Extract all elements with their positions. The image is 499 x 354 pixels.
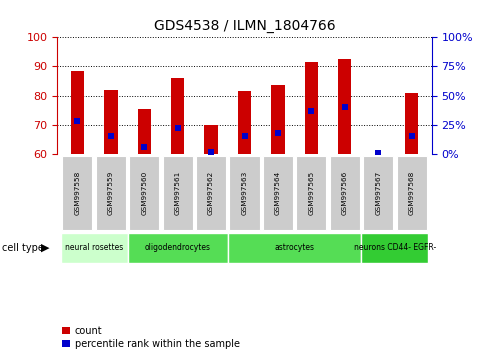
Text: ▶: ▶ xyxy=(40,243,49,253)
Bar xyxy=(163,155,193,230)
Point xyxy=(307,108,315,114)
Text: GSM997563: GSM997563 xyxy=(242,171,248,215)
Bar xyxy=(271,85,284,154)
Bar xyxy=(228,233,361,263)
Bar xyxy=(138,109,151,154)
Bar xyxy=(405,93,418,154)
Bar xyxy=(71,71,84,154)
Text: GSM997562: GSM997562 xyxy=(208,171,214,215)
Bar xyxy=(338,59,351,154)
Text: GSM997568: GSM997568 xyxy=(409,171,415,215)
Bar xyxy=(205,125,218,154)
Point xyxy=(374,150,382,156)
Bar xyxy=(196,155,226,230)
Text: GSM997561: GSM997561 xyxy=(175,171,181,215)
Bar xyxy=(263,155,293,230)
Point xyxy=(73,119,81,124)
Legend: count, percentile rank within the sample: count, percentile rank within the sample xyxy=(62,326,240,349)
Bar xyxy=(238,91,251,154)
Point xyxy=(408,133,416,139)
Bar xyxy=(171,78,184,154)
Text: GSM997566: GSM997566 xyxy=(342,171,348,215)
Text: GSM997559: GSM997559 xyxy=(108,171,114,215)
Text: GSM997560: GSM997560 xyxy=(141,171,147,215)
Point xyxy=(207,149,215,154)
Text: GSM997564: GSM997564 xyxy=(275,171,281,215)
Bar xyxy=(128,233,228,263)
Bar xyxy=(305,62,318,154)
Bar xyxy=(397,155,427,230)
Text: neurons CD44- EGFR-: neurons CD44- EGFR- xyxy=(354,243,436,252)
Text: oligodendrocytes: oligodendrocytes xyxy=(145,243,211,252)
Title: GDS4538 / ILMN_1804766: GDS4538 / ILMN_1804766 xyxy=(154,19,335,33)
Text: neural rosettes: neural rosettes xyxy=(65,243,123,252)
Bar xyxy=(61,233,128,263)
Bar xyxy=(296,155,326,230)
Bar xyxy=(330,155,360,230)
Text: cell type: cell type xyxy=(2,243,44,253)
Point xyxy=(174,125,182,131)
Bar xyxy=(62,155,92,230)
Text: GSM997567: GSM997567 xyxy=(375,171,381,215)
Text: astrocytes: astrocytes xyxy=(274,243,315,252)
Text: GSM997558: GSM997558 xyxy=(74,171,80,215)
Point xyxy=(241,133,249,139)
Point xyxy=(274,130,282,136)
Bar xyxy=(361,233,428,263)
Text: GSM997565: GSM997565 xyxy=(308,171,314,215)
Bar xyxy=(104,90,118,154)
Point xyxy=(341,104,349,110)
Bar xyxy=(129,155,159,230)
Bar xyxy=(96,155,126,230)
Point xyxy=(107,133,115,139)
Bar xyxy=(363,155,393,230)
Point xyxy=(140,144,148,150)
Bar xyxy=(230,155,259,230)
